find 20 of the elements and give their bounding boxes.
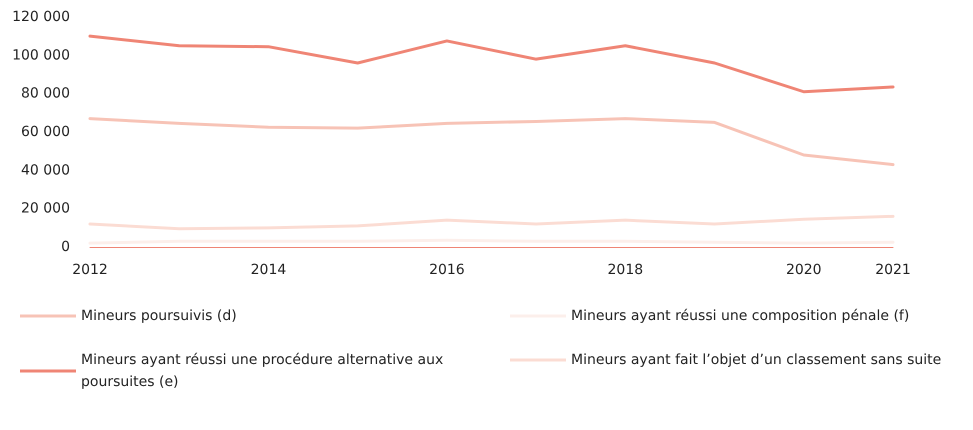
- x-tick-label: 2016: [429, 262, 465, 278]
- legend-label: Mineurs ayant fait l’objet d’un classement sans suite: [571, 352, 942, 368]
- x-tick-label: 2021: [875, 262, 911, 278]
- legend-label: Mineurs ayant réussi une procédure alternative aux poursuites (e): [81, 352, 448, 390]
- y-tick-label: 80 000: [21, 86, 70, 102]
- x-tick-label: 2020: [786, 262, 822, 278]
- y-tick-label: 120 000: [12, 9, 70, 25]
- x-tick-label: 2012: [72, 262, 108, 278]
- line-series: [88, 214, 894, 230]
- line-series: [88, 34, 894, 94]
- y-tick-label: 40 000: [21, 162, 70, 178]
- y-tick-label: 0: [61, 239, 70, 255]
- y-tick-label: 60 000: [21, 124, 70, 140]
- x-tick-label: 2014: [250, 262, 286, 278]
- legend-label: Mineurs ayant réussi une composition pénale (f): [571, 308, 910, 324]
- legend-label: Mineurs poursuivis (d): [81, 308, 237, 324]
- line-series: [88, 117, 894, 166]
- y-tick-label: 100 000: [12, 47, 70, 64]
- y-tick-label: 20 000: [21, 200, 70, 217]
- x-tick-label: 2018: [608, 262, 644, 278]
